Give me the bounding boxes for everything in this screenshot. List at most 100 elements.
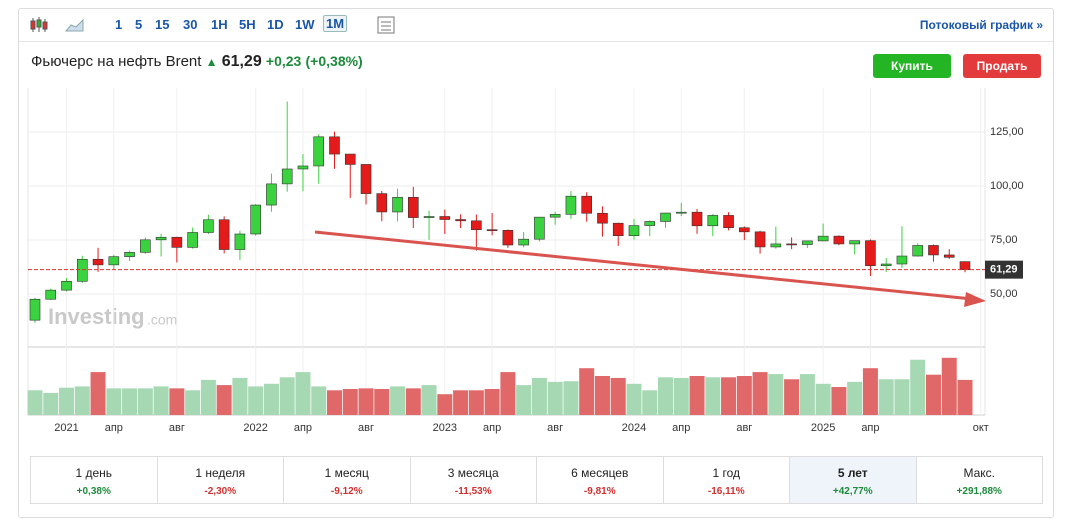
period-label: 1 год bbox=[712, 466, 741, 480]
y-tick-label: 125,00 bbox=[990, 126, 1024, 138]
candle-body bbox=[297, 165, 309, 170]
period-cell[interactable]: 1 месяц -9,12% bbox=[284, 457, 411, 503]
interval[interactable]: 15 bbox=[155, 17, 170, 32]
candle-body bbox=[802, 240, 813, 245]
volume-bar bbox=[500, 372, 516, 415]
period-cell[interactable]: 1 день +0,38% bbox=[31, 457, 158, 503]
candle-body bbox=[234, 233, 246, 250]
volume-bar bbox=[311, 386, 327, 415]
period-change: -11,53% bbox=[454, 486, 492, 497]
candle-body bbox=[896, 255, 908, 265]
volume-bar bbox=[784, 379, 800, 415]
table-icon[interactable] bbox=[377, 16, 395, 34]
watermark: .com bbox=[147, 312, 177, 328]
x-tick-label: апр bbox=[294, 422, 312, 434]
period-change: +291,88% bbox=[956, 486, 1002, 497]
period-cell[interactable]: Макс. +291,88% bbox=[917, 457, 1043, 503]
candle-body bbox=[754, 231, 766, 248]
candle-body bbox=[943, 254, 955, 258]
stream-link[interactable]: Потоковый график » bbox=[919, 18, 1043, 32]
candle-body bbox=[423, 216, 435, 218]
candle-body bbox=[786, 243, 797, 246]
volume-bar bbox=[484, 389, 500, 415]
last-price-label: 61,29 bbox=[990, 264, 1018, 276]
x-tick-label: окт bbox=[973, 422, 989, 434]
candle-body bbox=[250, 204, 261, 235]
trend-arrow-head bbox=[964, 292, 986, 307]
volume-bar bbox=[752, 372, 768, 415]
candle-body bbox=[959, 261, 971, 270]
candle-body bbox=[660, 212, 671, 222]
volume-bar bbox=[468, 390, 484, 415]
volume-bar bbox=[579, 368, 595, 415]
candle-body bbox=[455, 219, 466, 222]
candle-body bbox=[486, 229, 498, 231]
candle-body bbox=[376, 193, 388, 213]
candle-body bbox=[187, 232, 198, 248]
instrument: Фьючерс на нефть Brent bbox=[31, 53, 202, 70]
period-label: 6 месяцев bbox=[571, 466, 629, 480]
interval[interactable]: 1W bbox=[295, 17, 315, 32]
candle-body bbox=[124, 252, 135, 257]
volume-bar bbox=[831, 387, 847, 415]
interval[interactable]: 1H bbox=[211, 17, 228, 32]
candle-icon[interactable] bbox=[29, 16, 49, 34]
period-cell[interactable]: 1 неделя -2,30% bbox=[158, 457, 284, 503]
candle-body bbox=[612, 222, 624, 237]
candle-body bbox=[218, 219, 230, 250]
period-label: 1 день bbox=[75, 466, 113, 480]
interval[interactable]: 1D bbox=[267, 17, 284, 32]
widget: Потоковый график » 1 5 15 30 1H 5H 1D 1W 1M Фьюч… bbox=[18, 8, 1054, 518]
candle-body bbox=[281, 168, 293, 185]
candle-body bbox=[61, 280, 72, 291]
interval[interactable]: 5 bbox=[135, 17, 143, 32]
x-tick-label: 2025 bbox=[811, 422, 835, 434]
toolbar: Потоковый график » 1 5 15 30 1H 5H 1D 1W 1M bbox=[19, 9, 1053, 42]
candle-body bbox=[739, 227, 750, 233]
volume-bar bbox=[894, 379, 910, 415]
candle-body bbox=[155, 236, 167, 241]
volume-bar bbox=[799, 374, 815, 415]
x-tick-label: 2023 bbox=[433, 422, 457, 434]
sell-button[interactable]: Продать bbox=[963, 54, 1041, 78]
interval[interactable]: 5H bbox=[239, 17, 256, 32]
period-cell[interactable]: 1 год -16,11% bbox=[664, 457, 790, 503]
change-pct: (+0,38%) bbox=[305, 53, 363, 69]
candle-body bbox=[644, 221, 656, 226]
volume-bar bbox=[862, 368, 878, 415]
volume-bar bbox=[421, 385, 437, 415]
volume-bar bbox=[27, 390, 43, 415]
candle-body bbox=[439, 216, 451, 220]
candle-body bbox=[817, 235, 829, 242]
candle-body bbox=[76, 258, 88, 282]
candle-body bbox=[707, 215, 719, 227]
candle-body bbox=[360, 164, 372, 194]
interval[interactable]: 1 bbox=[115, 17, 123, 32]
volume-bar bbox=[248, 386, 264, 415]
y-tick-label: 50,00 bbox=[990, 288, 1018, 300]
volume-bar bbox=[169, 388, 185, 415]
buy-button[interactable]: Купить bbox=[873, 54, 951, 78]
trend-arrow bbox=[314, 230, 973, 301]
x-tick-label: авг bbox=[169, 422, 185, 434]
volume-bar bbox=[941, 357, 957, 415]
volume-bar bbox=[768, 374, 784, 415]
period-cell[interactable]: 3 месяца -11,53% bbox=[411, 457, 537, 503]
volume-bar bbox=[153, 386, 169, 415]
price: 61,29 bbox=[221, 53, 262, 70]
period-cell[interactable]: 5 лет +42,77% bbox=[790, 457, 917, 503]
area-icon[interactable] bbox=[65, 17, 85, 33]
period-cell[interactable]: 6 месяцев -9,81% bbox=[537, 457, 664, 503]
volume-bar bbox=[342, 389, 358, 415]
interval[interactable]: 1M bbox=[323, 15, 348, 32]
volume-bar bbox=[374, 389, 390, 415]
candle-body bbox=[392, 196, 403, 213]
volume-bar bbox=[847, 381, 863, 415]
volume-bar bbox=[910, 359, 926, 415]
watermark: Investing bbox=[48, 304, 145, 329]
volume-bar bbox=[232, 377, 248, 415]
up-arrow: ▲ bbox=[205, 55, 218, 69]
interval[interactable]: 30 bbox=[183, 17, 198, 32]
volume-bar bbox=[216, 385, 232, 415]
